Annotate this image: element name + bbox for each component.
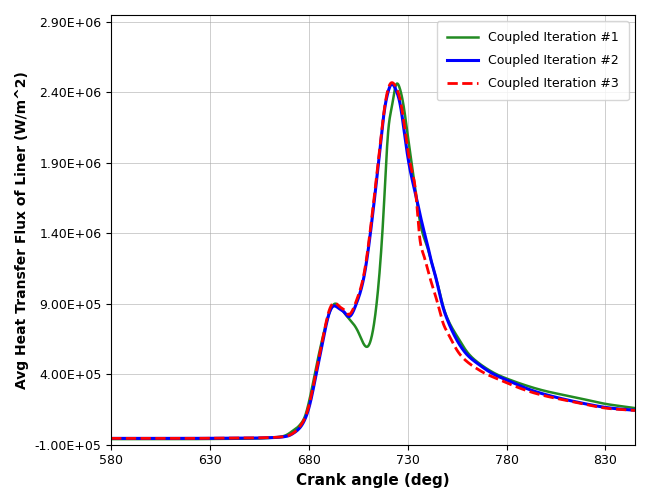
Coupled Iteration #3 <box>631 407 639 413</box>
Coupled Iteration #1 <box>362 344 370 350</box>
Coupled Iteration #2 <box>170 436 177 442</box>
Coupled Iteration #1 <box>616 403 624 409</box>
Coupled Iteration #1 <box>393 80 401 87</box>
Coupled Iteration #2 <box>348 310 356 316</box>
Coupled Iteration #1 <box>107 436 115 442</box>
Coupled Iteration #3 <box>170 436 177 442</box>
Coupled Iteration #2 <box>388 81 396 87</box>
Coupled Iteration #1 <box>170 436 177 442</box>
Coupled Iteration #3 <box>388 79 396 86</box>
Line: Coupled Iteration #1: Coupled Iteration #1 <box>111 83 635 439</box>
Coupled Iteration #3 <box>616 406 624 412</box>
Coupled Iteration #1 <box>520 382 528 388</box>
Coupled Iteration #3 <box>520 387 528 393</box>
Coupled Iteration #2 <box>616 406 624 412</box>
Coupled Iteration #2 <box>134 436 142 442</box>
Coupled Iteration #3 <box>348 308 356 314</box>
Coupled Iteration #3 <box>107 436 115 442</box>
Coupled Iteration #3 <box>134 435 142 441</box>
X-axis label: Crank angle (deg): Crank angle (deg) <box>296 473 450 488</box>
Y-axis label: Avg Heat Transfer Flux of Liner (W/m^2): Avg Heat Transfer Flux of Liner (W/m^2) <box>15 71 29 389</box>
Coupled Iteration #2 <box>107 436 115 442</box>
Line: Coupled Iteration #3: Coupled Iteration #3 <box>111 82 635 439</box>
Coupled Iteration #2 <box>631 407 639 413</box>
Coupled Iteration #3 <box>362 258 370 264</box>
Coupled Iteration #1 <box>631 405 639 411</box>
Coupled Iteration #1 <box>616 403 624 409</box>
Coupled Iteration #3 <box>616 406 624 412</box>
Legend: Coupled Iteration #1, Coupled Iteration #2, Coupled Iteration #3: Coupled Iteration #1, Coupled Iteration … <box>437 21 629 100</box>
Coupled Iteration #1 <box>134 436 142 442</box>
Line: Coupled Iteration #2: Coupled Iteration #2 <box>111 84 635 439</box>
Coupled Iteration #2 <box>362 261 370 267</box>
Coupled Iteration #2 <box>520 384 528 390</box>
Coupled Iteration #2 <box>616 406 624 412</box>
Coupled Iteration #1 <box>348 319 356 325</box>
